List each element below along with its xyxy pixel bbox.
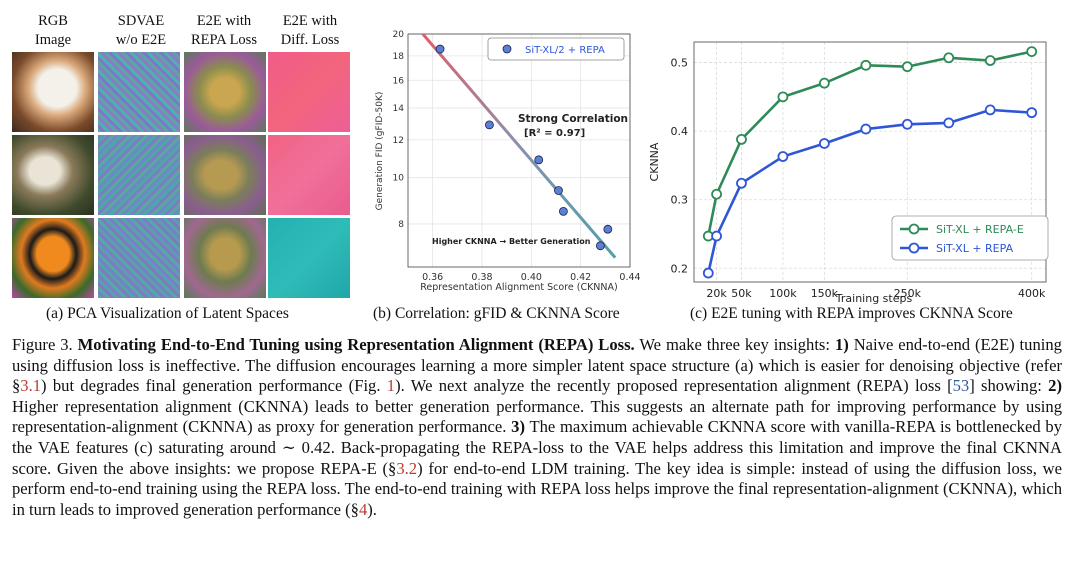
legend-marker-repa-e (908, 223, 920, 235)
line-x-tick-label: 50k (731, 287, 752, 300)
rgb-image-dog (12, 52, 94, 132)
line-x-tick-label: 150k (811, 287, 839, 300)
point-repa (901, 118, 913, 130)
point-repa-e (901, 61, 913, 73)
figure-number: Figure 3. (12, 335, 73, 354)
line-x-tick-label: 400k (1018, 287, 1046, 300)
figure-ref-1[interactable]: 1 (386, 376, 396, 396)
section-ref-4[interactable]: 4 (358, 499, 368, 519)
point-repa-e (818, 77, 830, 89)
citation-ref-53[interactable]: 53 (952, 376, 970, 396)
point-repa-e (860, 59, 872, 71)
point-repa (943, 117, 955, 129)
pca-e2e-repa-dog (184, 52, 266, 132)
scatter-point (534, 155, 544, 165)
column-header-rgb: RGB Image (34, 13, 72, 48)
series-line-repa-e (707, 50, 1032, 237)
point-repa (860, 123, 872, 135)
scatter-y-tick-label: 18 (393, 52, 405, 62)
scatter-y-tick-label: 16 (393, 76, 405, 86)
scatter-x-tick-label: 0.36 (422, 272, 443, 283)
line-x-tick-label: 250k (894, 287, 922, 300)
pca-sdvae-dog (98, 52, 180, 132)
panel-c-caption: (c) E2E tuning with REPA improves CKNNA … (690, 305, 1013, 322)
scatter-y-tick-label: 14 (393, 104, 405, 114)
strong-correlation-annotation: Strong Correlation (518, 113, 628, 125)
line-chart-svg: 20k 50k 100k 150k 250k 400k 0.2 0.3 0.4 0.5 CKNNA… (648, 41, 1049, 305)
pca-sdvae-butterfly (98, 218, 180, 298)
line-y-tick-label: 0.5 (671, 57, 689, 70)
higher-cknna-annotation: Higher CKNNA → Better Generation (432, 237, 591, 246)
point-repa-e (943, 52, 955, 64)
scatter-y-tick-label: 8 (398, 220, 404, 230)
panel-a-caption: (a) PCA Visualization of Latent Spaces (46, 305, 289, 322)
pca-e2e-repa-butterfly (184, 218, 266, 298)
legend-label-repa: SiT-XL + REPA (936, 242, 1014, 255)
scatter-point (554, 186, 563, 195)
column-header-e2e-repa: E2E with REPA Loss (191, 13, 257, 48)
scatter-x-tick-label: 0.38 (471, 272, 492, 283)
point-repa (984, 104, 996, 116)
scatter-legend-marker (502, 44, 512, 54)
scatter-x-tick-label: 0.40 (521, 272, 542, 283)
scatter-x-tick-label: 0.44 (619, 272, 640, 283)
pca-sdvae-monkey (98, 135, 180, 215)
scatter-x-tick-label: 0.42 (570, 272, 591, 283)
line-x-tick-label: 100k (769, 287, 797, 300)
pca-e2e-repa-monkey (184, 135, 266, 215)
section-ref-3-2[interactable]: 3.2 (396, 458, 418, 478)
scatter-chart-svg: 0.36 0.38 0.40 0.42 0.44 8 10 12 14 16 18 20 Genera… (375, 30, 641, 293)
section-ref-3-1[interactable]: 3.1 (20, 376, 42, 396)
scatter-legend-label: SiT-XL/2 + REPA (525, 45, 605, 56)
legend-marker-repa (908, 242, 920, 254)
scatter-point (558, 206, 568, 216)
point-repa (1026, 107, 1038, 119)
line-y-axis-label: CKNNA (648, 142, 661, 181)
series-line-repa (707, 108, 1032, 274)
line-y-tick-label: 0.4 (671, 125, 689, 138)
scatter-x-axis-label: Representation Alignment Score (CKNNA) (420, 282, 617, 293)
column-header-e2e-diff: E2E with Diff. Loss (280, 13, 340, 48)
scatter-y-axis-label: Generation FID (gFID-50K) (375, 92, 385, 211)
panel-b-caption: (b) Correlation: gFID & CKNNA Score (373, 305, 620, 322)
scatter-y-tick-label: 12 (393, 136, 404, 146)
scatter-point (435, 44, 445, 54)
point-repa-e (984, 55, 996, 66)
r-squared-annotation: [R² = 0.97] (524, 128, 585, 139)
legend-label-repa-e: SiT-XL + REPA-E (936, 223, 1024, 236)
pca-e2e-diff-dog (268, 52, 350, 132)
pca-e2e-diff-monkey (268, 135, 350, 215)
rgb-image-butterfly (12, 218, 94, 298)
line-y-tick-label: 0.2 (671, 262, 689, 275)
scatter-point (603, 224, 613, 234)
scatter-y-tick-label: 20 (393, 30, 405, 40)
scatter-plot-frame (407, 33, 631, 268)
line-x-axis-label: Training steps (835, 292, 913, 305)
point-repa-e (736, 133, 747, 145)
scatter-point (485, 120, 494, 130)
point-repa-e (777, 91, 789, 103)
figure-title: Motivating End-to-End Tuning using Repre… (77, 335, 635, 354)
point-repa (736, 177, 747, 189)
line-legend (891, 215, 1049, 261)
scatter-legend (487, 37, 625, 61)
point-repa (702, 267, 714, 279)
rgb-image-monkey (12, 135, 94, 215)
figure-caption: Figure 3. Motivating End-to-End Tuning u… (12, 335, 1062, 519)
point-repa (711, 230, 722, 242)
pca-e2e-diff-butterfly (268, 218, 350, 298)
line-x-tick-label: 20k (706, 287, 727, 300)
point-repa (777, 151, 789, 162)
column-header-sdvae: SDVAE w/o E2E (115, 13, 167, 48)
line-y-tick-label: 0.3 (671, 194, 689, 207)
line-plot-frame (693, 41, 1047, 283)
point-repa-e (711, 188, 722, 200)
point-repa-e (1026, 46, 1038, 58)
scatter-point (595, 241, 605, 251)
point-repa (818, 138, 830, 149)
regression-fit-line (421, 33, 617, 259)
scatter-y-tick-label: 10 (393, 174, 405, 184)
